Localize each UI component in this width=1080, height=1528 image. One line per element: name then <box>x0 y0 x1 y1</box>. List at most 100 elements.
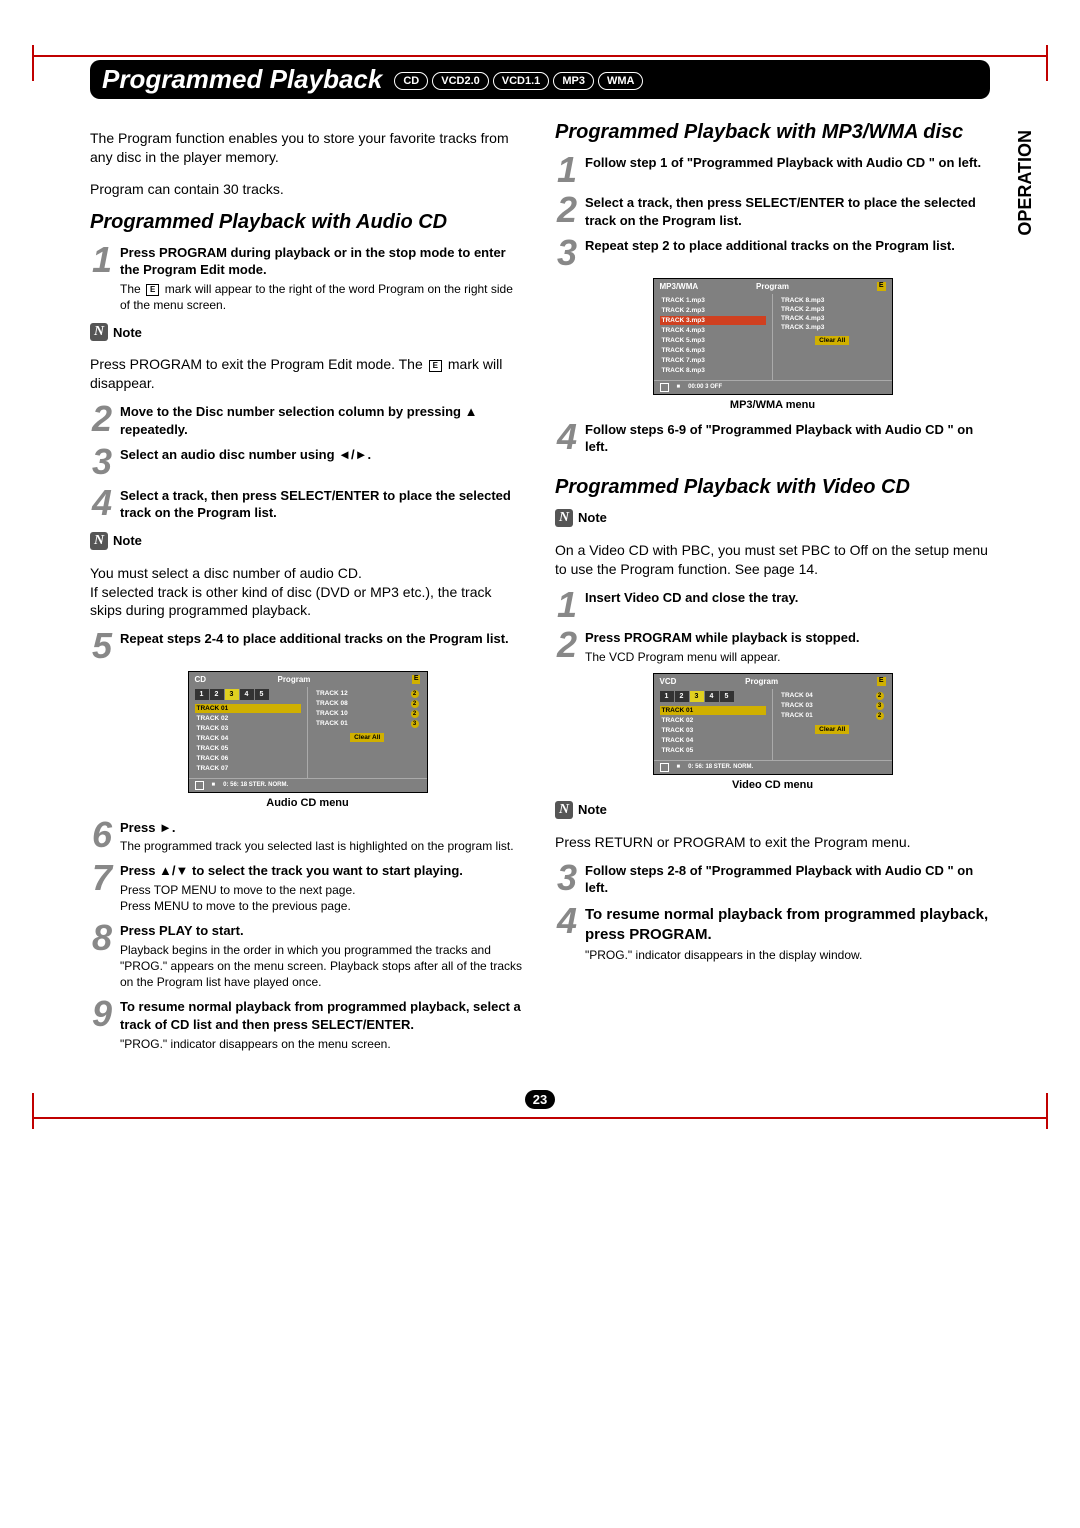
vcd-menu-figure: VCD Program E 12345 TRACK 01TRACK 02TRAC… <box>653 673 893 791</box>
step-title: Follow step 1 of "Programmed Playback wi… <box>585 154 990 172</box>
figure-caption: Video CD menu <box>653 779 893 791</box>
section-tab: OPERATION <box>1015 130 1036 236</box>
track-item: TRACK 3.mp3 <box>660 316 767 325</box>
step-title: Move to the Disc number selection column… <box>120 403 525 438</box>
track-item: TRACK 05 <box>195 744 302 753</box>
track-item: TRACK 06 <box>195 754 302 763</box>
instruction-step: 4 Follow steps 6-9 of "Programmed Playba… <box>555 421 990 456</box>
track-item: TRACK 03 <box>195 724 302 733</box>
note-icon: N <box>90 323 108 341</box>
step-number: 3 <box>555 862 579 897</box>
track-item: TRACK 4.mp3 <box>660 326 767 335</box>
step-number: 1 <box>90 244 114 313</box>
subtext: Program can contain 30 tracks. <box>90 181 525 197</box>
instruction-step: 3 Repeat step 2 to place additional trac… <box>555 237 990 269</box>
e-mark-icon: E <box>412 675 421 684</box>
menu-footer: ■ 0: 56: 18 STER. NORM. <box>654 760 892 774</box>
track-item: TRACK 6.mp3 <box>660 346 767 355</box>
e-mark-icon: E <box>877 282 886 291</box>
clear-all-button: Clear All <box>350 733 384 742</box>
instruction-step: 8 Press PLAY to start.Playback begins in… <box>90 922 525 990</box>
track-item: TRACK 04 <box>195 734 302 743</box>
track-item: TRACK 01 <box>660 706 767 715</box>
track-item: TRACK 01 <box>195 704 302 713</box>
crop-mark <box>32 55 1048 57</box>
instruction-step: 3 Select an audio disc number using ◄/►. <box>90 446 525 478</box>
crop-mark <box>1046 45 1048 81</box>
step-number: 2 <box>90 403 114 438</box>
step-description: The VCD Program menu will appear. <box>585 649 990 665</box>
step-number: 3 <box>90 446 114 478</box>
note-heading: N Note <box>555 509 990 527</box>
track-item: TRACK 03 <box>660 726 767 735</box>
instruction-step: 2 Press PROGRAM while playback is stoppe… <box>555 629 990 665</box>
format-badge: WMA <box>598 72 644 90</box>
menu-footer: ■ 0: 56: 18 STER. NORM. <box>189 778 427 792</box>
note-icon: N <box>90 532 108 550</box>
instruction-step: 2 Move to the Disc number selection colu… <box>90 403 525 438</box>
note-heading: N Note <box>90 532 525 550</box>
instruction-step: 7 Press ▲/▼ to select the track you want… <box>90 862 525 914</box>
step-number: 2 <box>555 194 579 229</box>
repeat-icon <box>660 383 669 392</box>
step-title: Follow steps 2-8 of "Programmed Playback… <box>585 862 990 897</box>
track-item: TRACK 05 <box>660 746 767 755</box>
program-item: TRACK 102 <box>314 709 421 719</box>
note-icon: N <box>555 509 573 527</box>
section-heading-audio-cd: Programmed Playback with Audio CD <box>90 211 525 234</box>
step-number: 8 <box>90 922 114 990</box>
step-number: 4 <box>90 487 114 522</box>
program-item: TRACK 013 <box>314 719 421 729</box>
step-number: 6 <box>90 819 114 855</box>
program-item: TRACK 122 <box>314 689 421 699</box>
disc-tab: 2 <box>210 689 224 700</box>
step-description: The programmed track you selected last i… <box>120 838 525 854</box>
track-item: TRACK 7.mp3 <box>660 356 767 365</box>
disc-tab: 1 <box>660 691 674 702</box>
format-badge: CD <box>394 72 428 90</box>
step-title: Insert Video CD and close the tray. <box>585 589 990 607</box>
left-column: The Program function enables you to stor… <box>90 115 525 1060</box>
disc-tab: 4 <box>705 691 719 702</box>
disc-tab: 1 <box>195 689 209 700</box>
track-item: TRACK 02 <box>660 716 767 725</box>
track-item: TRACK 8.mp3 <box>660 366 767 375</box>
program-item: TRACK 042 <box>779 691 886 701</box>
note-heading: N Note <box>555 801 990 819</box>
program-item: TRACK 082 <box>314 699 421 709</box>
title-bar: Programmed Playback CDVCD2.0VCD1.1MP3WMA <box>90 60 990 99</box>
step-title: Repeat step 2 to place additional tracks… <box>585 237 990 255</box>
repeat-icon <box>660 763 669 772</box>
clear-all-button: Clear All <box>815 725 849 734</box>
step-description: Playback begins in the order in which yo… <box>120 942 525 991</box>
program-item: TRACK 3.mp3 <box>779 323 886 332</box>
step-title: To resume normal playback from programme… <box>585 905 990 946</box>
program-item: TRACK 033 <box>779 701 886 711</box>
step-description: The E mark will appear to the right of t… <box>120 281 525 313</box>
right-column: Programmed Playback with MP3/WMA disc 1 … <box>555 115 990 1060</box>
step-title: Select a track, then press SELECT/ENTER … <box>120 487 525 522</box>
step-title: Press PROGRAM while playback is stopped. <box>585 629 990 647</box>
menu-program-label: Program <box>756 282 789 291</box>
step-title: Press ▲/▼ to select the track you want t… <box>120 862 525 880</box>
step-title: Follow steps 6-9 of "Programmed Playback… <box>585 421 990 456</box>
instruction-step: 1 Insert Video CD and close the tray. <box>555 589 990 621</box>
step-number: 2 <box>555 629 579 665</box>
disc-tab: 3 <box>690 691 704 702</box>
step-number: 4 <box>555 905 579 964</box>
menu-program-label: Program <box>745 677 778 686</box>
track-item: TRACK 1.mp3 <box>660 296 767 305</box>
figure-caption: MP3/WMA menu <box>653 399 893 411</box>
instruction-step: 4 Select a track, then press SELECT/ENTE… <box>90 487 525 522</box>
page-title: Programmed Playback <box>102 64 382 95</box>
disc-tab: 2 <box>675 691 689 702</box>
step-title: Select a track, then press SELECT/ENTER … <box>585 194 990 229</box>
step-number: 7 <box>90 862 114 914</box>
step-title: Repeat steps 2-4 to place additional tra… <box>120 630 525 648</box>
step-number: 1 <box>555 589 579 621</box>
crop-mark <box>1046 1093 1048 1129</box>
instruction-step: 2 Select a track, then press SELECT/ENTE… <box>555 194 990 229</box>
instruction-step: 4 To resume normal playback from program… <box>555 905 990 964</box>
e-mark-icon: E <box>877 677 886 686</box>
instruction-step: 1 Press PROGRAM during playback or in th… <box>90 244 525 313</box>
